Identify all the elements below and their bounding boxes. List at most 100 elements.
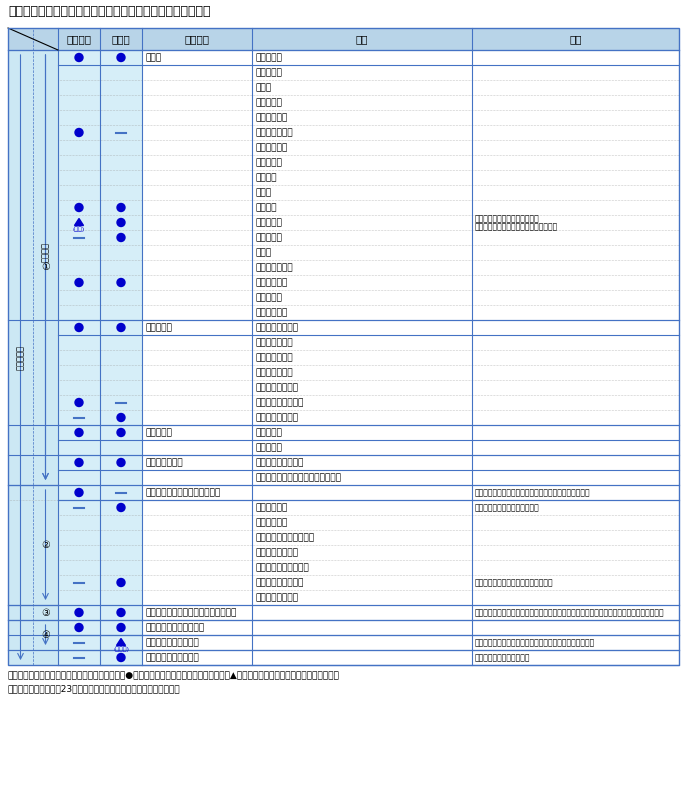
Circle shape bbox=[75, 128, 83, 136]
Text: 法定目的税: 法定目的税 bbox=[255, 293, 282, 302]
Circle shape bbox=[117, 504, 125, 512]
Text: (特別区): (特別区) bbox=[113, 646, 129, 652]
Text: 市町村民税: 市町村民税 bbox=[255, 68, 282, 77]
Text: 基地建設による補金費用（他の用地に活用すれば得られたであろう地方税収）に対する補填: 基地建設による補金費用（他の用地に活用すれば得られたであろう地方税収）に対する補… bbox=[475, 608, 665, 617]
Text: ①: ① bbox=[41, 263, 50, 272]
Text: 事業税: 事業税 bbox=[255, 83, 271, 92]
Circle shape bbox=[117, 623, 125, 631]
Circle shape bbox=[117, 654, 125, 662]
Text: 都から特別区への交付、都が特別区に代わって徴収した税: 都から特別区への交付、都が特別区に代わって徴収した税 bbox=[475, 638, 596, 647]
Text: 地方消費税交付金: 地方消費税交付金 bbox=[255, 548, 298, 557]
Text: 市町村: 市町村 bbox=[111, 34, 130, 44]
Text: （出所）総務省「平成23年度　地方財政統計年報」より大和総研作成: （出所）総務省「平成23年度 地方財政統計年報」より大和総研作成 bbox=[8, 684, 180, 693]
Circle shape bbox=[75, 623, 83, 631]
Text: 都道府県: 都道府県 bbox=[66, 34, 92, 44]
Text: 国有提供施設等所在市町村助成交付金: 国有提供施設等所在市町村助成交付金 bbox=[145, 608, 236, 617]
Text: （注）都道府県の歳入、市町村の歳入において、●は該当する項目、－は該当しない項目、▲は一部該当する項目、であることを表す。: （注）都道府県の歳入、市町村の歳入において、●は該当する項目、－は該当しない項目… bbox=[8, 671, 340, 680]
Circle shape bbox=[75, 54, 83, 62]
Circle shape bbox=[117, 203, 125, 211]
Text: ④: ④ bbox=[41, 630, 50, 640]
Circle shape bbox=[117, 234, 125, 241]
Text: たばこ税収超過額がある市町村から都道府県へ暫平交付: たばこ税収超過額がある市町村から都道府県へ暫平交付 bbox=[475, 488, 591, 497]
Text: 備考: 備考 bbox=[569, 34, 582, 44]
Circle shape bbox=[75, 489, 83, 497]
Text: 軽自動車税: 軽自動車税 bbox=[255, 233, 282, 242]
Text: 都道府県税収から市町村へ交付: 都道府県税収から市町村へ交付 bbox=[475, 503, 540, 512]
Text: 鉱産税: 鉱産税 bbox=[255, 248, 271, 257]
Text: 地方特例交付金: 地方特例交付金 bbox=[145, 458, 182, 467]
Circle shape bbox=[117, 324, 125, 332]
Text: 株式等譲渡所得割交付金: 株式等譲渡所得割交付金 bbox=[255, 533, 314, 542]
Text: 普通交付税: 普通交付税 bbox=[255, 428, 282, 437]
Text: 内訳: 内訳 bbox=[356, 34, 368, 44]
Circle shape bbox=[75, 324, 83, 332]
Circle shape bbox=[117, 219, 125, 227]
Text: 地方法人特別譲与税: 地方法人特別譲与税 bbox=[255, 398, 303, 407]
Circle shape bbox=[75, 429, 83, 437]
Bar bbox=[142, 28, 679, 665]
Text: 標準課税超過分は都道府県税収とされる: 標準課税超過分は都道府県税収とされる bbox=[475, 222, 558, 231]
Circle shape bbox=[75, 203, 83, 211]
Text: ③: ③ bbox=[41, 607, 50, 618]
Text: 航空機燃料譲与税: 航空機燃料譲与税 bbox=[255, 383, 298, 392]
Text: 自動車税: 自動車税 bbox=[255, 173, 277, 182]
Text: 法定外普通税: 法定外普通税 bbox=[255, 278, 288, 287]
Polygon shape bbox=[117, 638, 126, 646]
Circle shape bbox=[75, 609, 83, 617]
Text: 児童手当及びこども手当特例交付金: 児童手当及びこども手当特例交付金 bbox=[255, 473, 341, 482]
Text: 道府県民税: 道府県民税 bbox=[255, 53, 282, 62]
Text: 地方消費税: 地方消費税 bbox=[255, 98, 282, 107]
Text: ②: ② bbox=[41, 540, 50, 550]
Text: 都道府県税収から政令指定都市へ交付: 都道府県税収から政令指定都市へ交付 bbox=[475, 578, 554, 587]
Text: 市町村たばこ税都道府県交付金: 市町村たばこ税都道府県交付金 bbox=[145, 488, 220, 497]
Text: 固定資産税: 固定資産税 bbox=[255, 218, 282, 227]
Text: 自動車取得税交付金: 自動車取得税交付金 bbox=[255, 578, 303, 587]
Circle shape bbox=[75, 399, 83, 406]
Text: 一般財源: 一般財源 bbox=[41, 243, 50, 263]
Text: 軽油引取税交付金: 軽油引取税交付金 bbox=[255, 593, 298, 602]
Circle shape bbox=[75, 458, 83, 466]
Text: 地方税: 地方税 bbox=[145, 53, 161, 62]
Text: (準則): (準則) bbox=[73, 227, 85, 232]
Text: 一般財源等: 一般財源等 bbox=[16, 345, 25, 370]
Text: 特別土地保有税: 特別土地保有税 bbox=[255, 263, 292, 272]
Text: 交通安全対策特別交付金: 交通安全対策特別交付金 bbox=[145, 623, 204, 632]
Text: 石油ガス譲与税: 石油ガス譲与税 bbox=[255, 368, 292, 377]
Circle shape bbox=[117, 458, 125, 466]
Text: 歳入項目: 歳入項目 bbox=[184, 34, 210, 44]
Text: たばこ税: たばこ税 bbox=[255, 203, 277, 212]
Circle shape bbox=[117, 54, 125, 62]
Text: 特別とん譲与税: 特別とん譲与税 bbox=[255, 353, 292, 362]
Bar bbox=[58, 28, 142, 665]
Text: 地方交付税: 地方交付税 bbox=[145, 428, 172, 437]
Text: 都道府県から市町村へ交付: 都道府県から市町村へ交付 bbox=[475, 653, 531, 662]
Text: 自動車重量譲与税: 自動車重量譲与税 bbox=[255, 413, 298, 422]
Circle shape bbox=[117, 578, 125, 586]
Text: 配当割交付金: 配当割交付金 bbox=[255, 518, 288, 527]
Polygon shape bbox=[74, 219, 83, 226]
Circle shape bbox=[117, 413, 125, 421]
Bar bbox=[8, 28, 679, 50]
Text: 地方道路譲与税: 地方道路譲与税 bbox=[255, 338, 292, 347]
Text: 利子割交付金: 利子割交付金 bbox=[255, 503, 288, 512]
Text: 特別区財政調整交付金: 特別区財政調整交付金 bbox=[145, 638, 199, 647]
Circle shape bbox=[117, 279, 125, 287]
Text: 軽油引取税: 軽油引取税 bbox=[255, 158, 282, 167]
Text: 源泉徴収特例交付金: 源泉徴収特例交付金 bbox=[255, 458, 303, 467]
Circle shape bbox=[117, 609, 125, 617]
Bar bbox=[8, 28, 58, 665]
Text: ゴルフ場利用税: ゴルフ場利用税 bbox=[255, 128, 292, 137]
Text: 特別地方消費税交付金: 特別地方消費税交付金 bbox=[145, 653, 199, 662]
Text: 法定外目的税: 法定外目的税 bbox=[255, 308, 288, 317]
Circle shape bbox=[117, 429, 125, 437]
Text: 標準課税分は市町村税とされる: 標準課税分は市町村税とされる bbox=[475, 215, 540, 223]
Circle shape bbox=[75, 279, 83, 287]
Text: 自動車取得税: 自動車取得税 bbox=[255, 143, 288, 152]
Bar bbox=[8, 28, 679, 665]
Text: 地方譲与税: 地方譲与税 bbox=[145, 323, 172, 332]
Text: 鉱区税: 鉱区税 bbox=[255, 188, 271, 197]
Text: 図表　地方自治体における一般財源と一般財源等の歳入内訳: 図表 地方自治体における一般財源と一般財源等の歳入内訳 bbox=[8, 5, 210, 18]
Text: 地方揮発油譲与税: 地方揮発油譲与税 bbox=[255, 323, 298, 332]
Text: ゴルフ場利用税交付金: ゴルフ場利用税交付金 bbox=[255, 563, 309, 572]
Text: 特別交付税: 特別交付税 bbox=[255, 443, 282, 452]
